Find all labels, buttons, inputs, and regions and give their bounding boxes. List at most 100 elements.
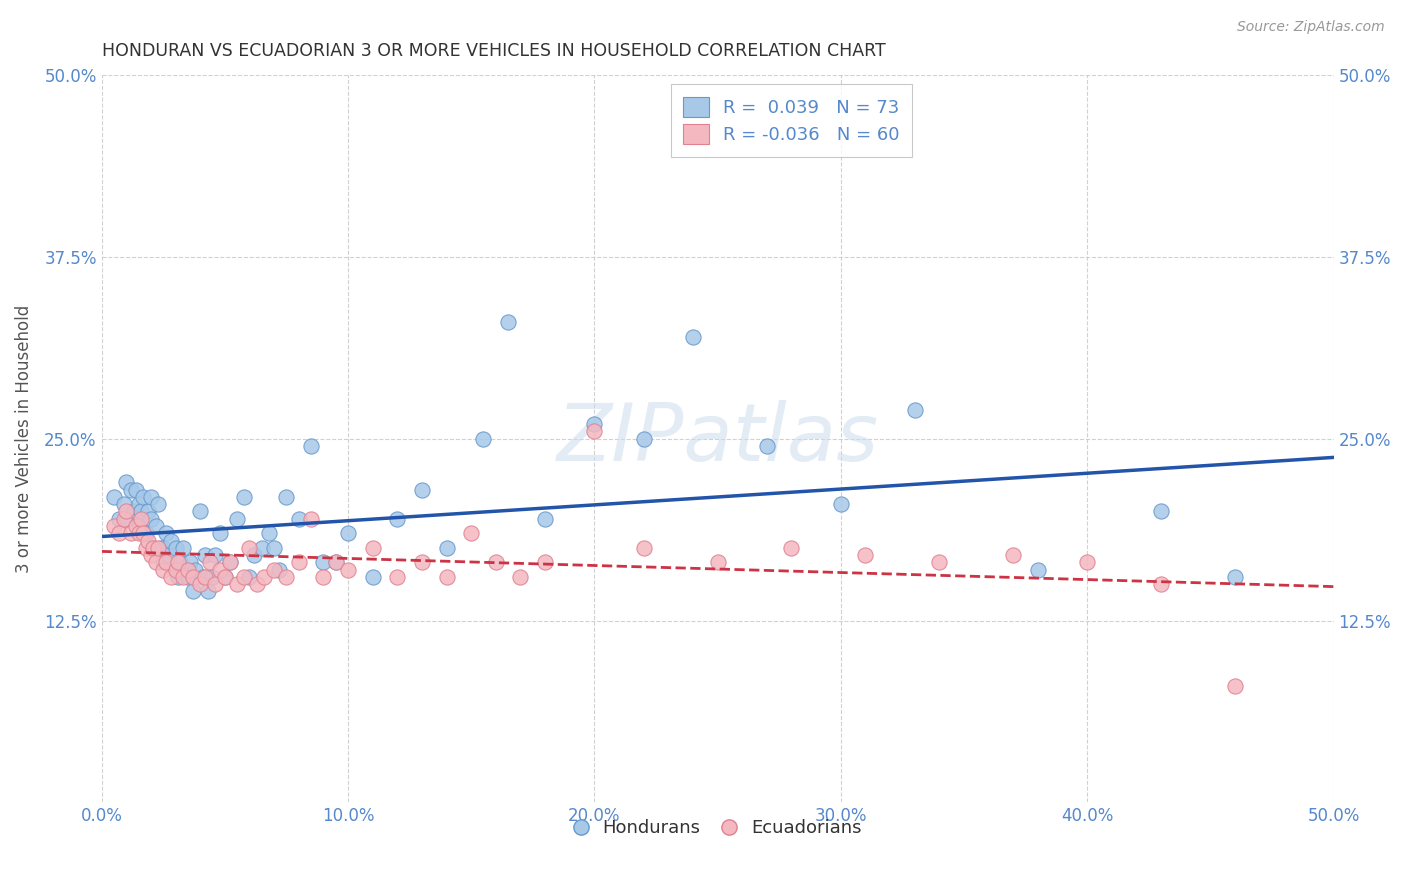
Point [472,432,495,446]
Point [361,541,384,555]
Point [253,570,276,584]
Point [336,563,359,577]
Point [233,570,256,584]
Point [179,555,201,569]
Point [583,417,606,432]
Point [436,541,458,555]
Point [583,425,606,439]
Point [1026,563,1049,577]
Point [125,519,148,533]
Point [208,526,231,541]
Point [238,541,260,555]
Point [172,570,194,584]
Point [181,584,204,599]
Text: HONDURAN VS ECUADORIAN 3 OR MORE VEHICLES IN HOUSEHOLD CORRELATION CHART: HONDURAN VS ECUADORIAN 3 OR MORE VEHICLE… [101,42,886,60]
Point [325,555,347,569]
Point [135,526,157,541]
Point [132,490,155,504]
Point [103,490,125,504]
Point [485,555,508,569]
Point [361,570,384,584]
Point [208,563,231,577]
Point [157,548,180,562]
Point [125,483,148,497]
Point [115,504,138,518]
Point [139,490,162,504]
Point [204,548,226,562]
Point [287,512,309,526]
Point [1150,577,1173,591]
Point [1150,504,1173,518]
Point [201,570,224,584]
Point [112,512,135,526]
Point [198,555,221,569]
Point [135,541,157,555]
Point [387,512,409,526]
Point [780,541,803,555]
Point [145,555,167,569]
Point [246,577,269,591]
Point [460,526,482,541]
Point [387,570,409,584]
Point [194,570,217,584]
Point [108,526,131,541]
Point [336,526,359,541]
Point [1076,555,1098,569]
Point [243,548,266,562]
Point [312,570,335,584]
Point [128,497,150,511]
Point [633,432,655,446]
Point [103,519,125,533]
Point [138,504,160,518]
Point [299,439,322,453]
Point [149,541,172,555]
Point [682,330,704,344]
Point [928,555,950,569]
Point [496,315,519,329]
Point [263,541,285,555]
Point [312,555,335,569]
Point [250,541,273,555]
Point [188,577,211,591]
Y-axis label: 3 or more Vehicles in Household: 3 or more Vehicles in Household [15,304,32,573]
Legend: Hondurans, Ecuadorians: Hondurans, Ecuadorians [567,812,869,844]
Point [1002,548,1025,562]
Point [155,555,177,569]
Point [167,570,190,584]
Point [172,541,194,555]
Point [177,570,200,584]
Point [165,563,187,577]
Text: Source: ZipAtlas.com: Source: ZipAtlas.com [1237,20,1385,34]
Point [853,548,876,562]
Point [129,504,152,518]
Point [226,577,249,591]
Point [218,555,240,569]
Point [411,555,433,569]
Point [633,541,655,555]
Point [184,563,207,577]
Point [267,563,290,577]
Point [115,475,138,490]
Point [165,541,187,555]
Point [148,541,170,555]
Point [139,548,162,562]
Point [197,584,219,599]
Point [233,490,256,504]
Point [436,570,458,584]
Point [120,483,142,497]
Point [159,533,181,548]
Point [204,577,226,591]
Point [155,526,177,541]
Point [132,526,155,541]
Point [165,563,187,577]
Point [263,563,285,577]
Point [167,555,190,569]
Point [181,570,204,584]
Point [534,512,557,526]
Point [411,483,433,497]
Point [112,497,135,511]
Point [238,570,260,584]
Point [276,490,298,504]
Point [148,497,170,511]
Point [1223,679,1246,693]
